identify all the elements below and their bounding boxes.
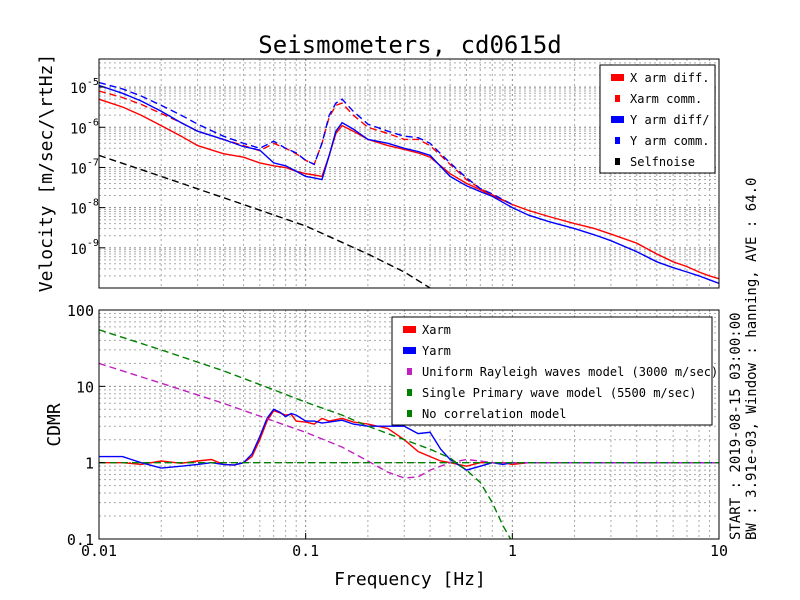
y-tick-label: 10-9	[70, 238, 99, 258]
legend-label: Uniform Rayleigh waves model (3000 m/sec…	[422, 365, 718, 379]
cdmr-plot-frame	[98, 309, 720, 540]
legend-swatch	[611, 74, 624, 81]
y-tick-label: 10	[76, 378, 94, 396]
bandwidth-info-text: BW : 3.91e-03, Window : hanning, AVE : 6…	[744, 178, 760, 540]
x-tick-label: 0.1	[292, 542, 319, 560]
x-tick-label: 0.01	[81, 542, 117, 560]
legend-swatch	[407, 410, 412, 417]
velocity-legend: X arm diff. Xarm comm. Y arm diff/Y arm co…	[599, 64, 716, 174]
legend-swatch	[403, 326, 416, 333]
y-tick-label: 10-8	[70, 198, 99, 218]
legend-swatch	[403, 347, 416, 354]
series-line-2	[99, 84, 719, 285]
cdmr-y-ticks: 100 10 1 0.1	[67, 302, 105, 549]
cdmr-legend: Xarm Yarm Uniform Rayleigh waves model (30…	[391, 316, 718, 426]
velocity-y-axis-label: Velocity [m/sec/\rtHz]	[36, 54, 57, 292]
series-line-2	[99, 362, 719, 479]
velocity-series-group	[99, 81, 719, 288]
series-line-3	[99, 81, 513, 206]
velocity-panel: 10-5 10-6 10-7 10-8 10-9 Velocity [m/sec/\rt…	[36, 54, 720, 292]
legend-swatch	[615, 95, 620, 102]
legend-label: Xarm comm.	[630, 92, 702, 106]
legend-label: X arm diff.	[630, 71, 709, 85]
cdmr-y-axis-label: CDMR	[44, 403, 65, 447]
x-tick-label: 10	[710, 542, 728, 560]
y-tick-label: 10-7	[70, 157, 99, 177]
figure-title: Seismometers, cd0615d	[258, 31, 561, 59]
y-tick-label: 10-5	[70, 77, 99, 97]
series-line-0	[99, 98, 719, 280]
series-line-3	[99, 329, 512, 539]
y-tick-label: 100	[67, 302, 94, 320]
legend-box	[391, 316, 713, 426]
y-tick-label: 0.1	[67, 531, 94, 549]
legend-label: Selfnoise	[630, 155, 695, 169]
x-tick-label: 1	[508, 542, 517, 560]
legend-label: No correlation model	[422, 407, 567, 421]
legend-swatch	[615, 158, 620, 165]
cdmr-x-ticks: 0.01 0.1 1 10	[81, 533, 728, 560]
legend-swatch	[615, 137, 620, 144]
legend-label: Yarm	[422, 344, 451, 358]
y-tick-label: 1	[85, 455, 94, 473]
legend-label: Single Primary wave model (5500 m/sec)	[422, 386, 697, 400]
legend-swatch	[611, 116, 624, 123]
velocity-plot-frame	[98, 58, 720, 289]
cdmr-series-group	[99, 329, 719, 539]
start-info-text: START : 2019-08-15 03:00:00	[728, 312, 744, 540]
frequency-x-axis-label: Frequency [Hz]	[334, 569, 486, 590]
legend-box	[599, 64, 716, 174]
legend-label: Y arm comm.	[630, 134, 709, 148]
y-tick-label: 10-6	[70, 117, 99, 137]
legend-swatch	[407, 368, 412, 375]
legend-swatch	[407, 389, 412, 396]
velocity-y-ticks: 10-5 10-6 10-7 10-8 10-9	[70, 77, 105, 258]
legend-label: Y arm diff/	[630, 113, 709, 127]
legend-label: Xarm	[422, 323, 451, 337]
